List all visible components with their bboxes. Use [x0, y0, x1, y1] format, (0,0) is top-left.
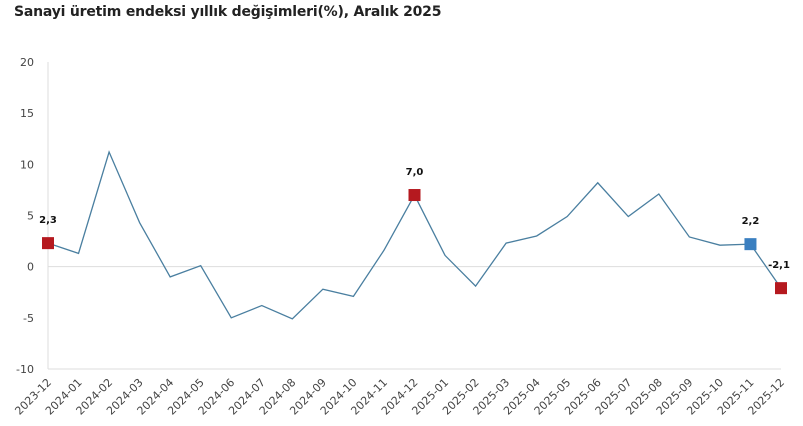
y-tick-label: 15	[20, 107, 34, 120]
y-tick-label: -10	[16, 363, 34, 376]
y-tick-label: 0	[27, 261, 34, 274]
data-label: -2,1	[768, 260, 790, 271]
y-tick-label: 10	[20, 158, 34, 171]
y-tick-label: -5	[23, 312, 34, 325]
highlight-marker	[42, 237, 54, 250]
highlight-marker	[775, 282, 787, 295]
highlight-marker	[744, 238, 757, 251]
y-tick-label: 20	[20, 56, 34, 69]
data-label: 2,2	[742, 216, 760, 227]
data-label: 7,0	[406, 167, 424, 178]
y-tick-label: 5	[27, 210, 34, 223]
highlight-marker	[408, 189, 421, 202]
data-label: 2,3	[39, 215, 57, 226]
chart-title: Sanayi üretim endeksi yıllık değişimleri…	[14, 4, 442, 20]
